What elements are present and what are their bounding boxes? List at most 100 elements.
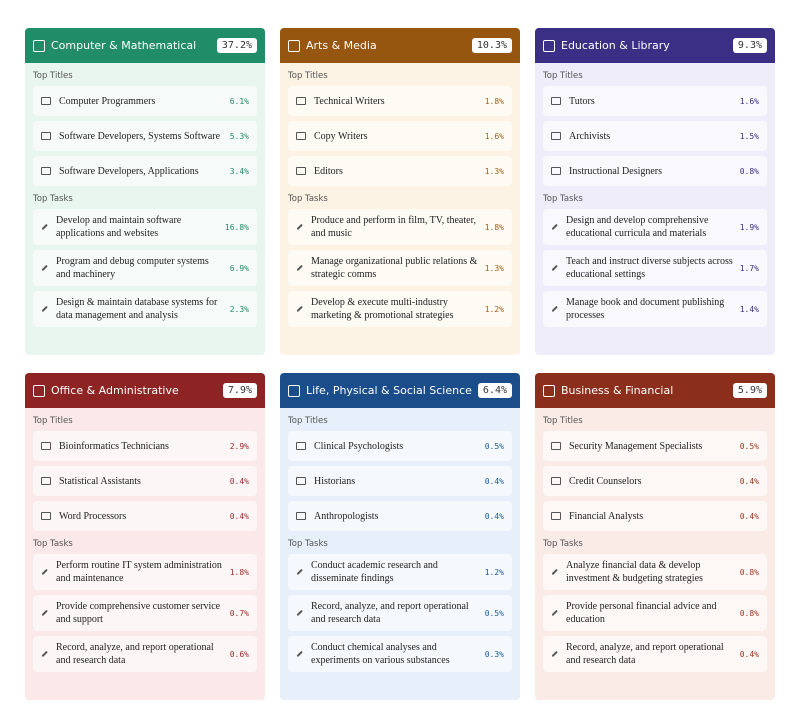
item-icon — [296, 650, 303, 658]
task-item: Produce and perform in film, TV, theater… — [288, 209, 512, 245]
item-name: Word Processors — [59, 510, 127, 522]
share-badge: 10.3% — [471, 38, 512, 53]
card-title: Business & Financial — [561, 384, 674, 397]
task-item: Teach and instruct diverse subjects acro… — [543, 250, 767, 286]
title-item: Historians 0.4% — [288, 466, 512, 496]
item-icon — [551, 609, 558, 617]
card: Office & Administrative 7.9% Top Titles Bio… — [25, 373, 265, 700]
item-name: Statistical Assistants — [59, 475, 141, 487]
item-name: Technical Writers — [314, 95, 385, 107]
item-pct: 0.4% — [229, 511, 249, 521]
item-name: Record, analyze, and report operational … — [311, 601, 469, 625]
item-pct: 16.8% — [224, 222, 249, 232]
item-name: Archivists — [569, 130, 611, 142]
item-name: Record, analyze, and report operational … — [56, 642, 214, 666]
section-label: Top Titles — [288, 71, 328, 81]
item-name: Conduct chemical analyses and experiment… — [311, 642, 450, 666]
title-item: Credit Counselors 0.4% — [543, 466, 767, 496]
item-name: Computer Programmers — [59, 95, 156, 107]
item-icon — [41, 97, 51, 105]
item-icon — [41, 568, 48, 576]
item-icon — [296, 512, 306, 520]
item-pct: 1.8% — [229, 567, 249, 577]
item-name: Software Developers, Applications — [59, 165, 199, 177]
section-label: Top Tasks — [288, 539, 328, 549]
item-pct: 0.5% — [739, 441, 759, 451]
item-name: Tutors — [569, 95, 595, 107]
share-badge: 9.3% — [732, 38, 767, 53]
task-item: Manage organizational public relations &… — [288, 250, 512, 286]
title-item: Editors 1.3% — [288, 156, 512, 186]
item-pct: 0.8% — [739, 567, 759, 577]
item-name: Manage book and document publishing proc… — [566, 297, 725, 321]
section-label: Top Tasks — [543, 194, 583, 204]
section-label: Top Titles — [543, 71, 583, 81]
item-name: Historians — [314, 475, 356, 487]
item-icon — [551, 223, 558, 231]
task-item: Provide personal financial advice and ed… — [543, 595, 767, 631]
card-header: Life, Physical & Social Science 6.4% — [280, 373, 520, 408]
task-item: Design and develop comprehensive educati… — [543, 209, 767, 245]
item-pct: 0.6% — [229, 649, 249, 659]
task-item: Conduct academic research and disseminat… — [288, 554, 512, 590]
title-item: Tutors 1.6% — [543, 86, 767, 116]
item-icon — [296, 609, 303, 617]
item-icon — [551, 477, 561, 485]
title-item: Technical Writers 1.8% — [288, 86, 512, 116]
card: Life, Physical & Social Science 6.4% Top T… — [280, 373, 520, 700]
item-icon — [41, 264, 48, 272]
item-icon — [551, 568, 558, 576]
item-icon — [41, 512, 51, 520]
section-label: Top Titles — [543, 416, 583, 426]
title-item: Computer Programmers 6.1% — [33, 86, 257, 116]
item-pct: 1.5% — [739, 131, 759, 141]
task-item: Perform routine IT system administration… — [33, 554, 257, 590]
header-icon — [33, 384, 45, 397]
item-icon — [296, 568, 303, 576]
item-name: Instructional Designers — [569, 165, 663, 177]
section-label: Top Titles — [288, 416, 328, 426]
title-item: Software Developers, Systems Software 5.3… — [33, 121, 257, 151]
item-icon — [41, 167, 51, 175]
task-item: Record, analyze, and report operational … — [288, 595, 512, 631]
item-pct: 1.6% — [484, 131, 504, 141]
item-name: Software Developers, Systems Software — [59, 130, 221, 142]
item-pct: 0.7% — [229, 608, 249, 618]
task-item: Program and debug computer systems and m… — [33, 250, 257, 286]
task-item: Provide comprehensive customer service a… — [33, 595, 257, 631]
item-name: Develop & execute multi-industry marketi… — [311, 297, 454, 321]
item-name: Design and develop comprehensive educati… — [566, 215, 709, 239]
item-name: Analyze financial data & develop investm… — [566, 560, 703, 584]
item-name: Record, analyze, and report operational … — [566, 642, 724, 666]
share-badge: 5.9% — [732, 383, 767, 398]
title-item: Copy Writers 1.6% — [288, 121, 512, 151]
item-pct: 1.3% — [484, 166, 504, 176]
card-title: Office & Administrative — [51, 384, 179, 397]
item-pct: 0.4% — [739, 511, 759, 521]
card-header: Business & Financial 5.9% — [535, 373, 775, 408]
item-name: Manage organizational public relations &… — [311, 256, 478, 280]
item-name: Anthropologists — [314, 510, 379, 522]
section-label: Top Tasks — [33, 539, 73, 549]
card: Arts & Media 10.3% Top Titles Technical Wri… — [280, 28, 520, 355]
header-icon — [543, 39, 555, 52]
item-icon — [551, 442, 561, 450]
task-item: Record, analyze, and report operational … — [543, 636, 767, 672]
title-item: Anthropologists 0.4% — [288, 501, 512, 531]
item-pct: 0.3% — [484, 649, 504, 659]
item-name: Conduct academic research and disseminat… — [311, 560, 438, 584]
task-item: Design & maintain database systems for d… — [33, 291, 257, 327]
item-pct: 1.2% — [484, 567, 504, 577]
item-pct: 1.2% — [484, 304, 504, 314]
item-icon — [551, 650, 558, 658]
item-icon — [41, 477, 51, 485]
title-item: Word Processors 0.4% — [33, 501, 257, 531]
item-pct: 1.8% — [484, 222, 504, 232]
item-name: Credit Counselors — [569, 475, 642, 487]
item-pct: 0.4% — [484, 511, 504, 521]
header-icon — [543, 384, 555, 397]
item-pct: 5.3% — [229, 131, 249, 141]
item-pct: 0.5% — [484, 441, 504, 451]
item-name: Provide comprehensive customer service a… — [56, 601, 221, 625]
item-name: Bioinformatics Technicians — [59, 440, 169, 452]
